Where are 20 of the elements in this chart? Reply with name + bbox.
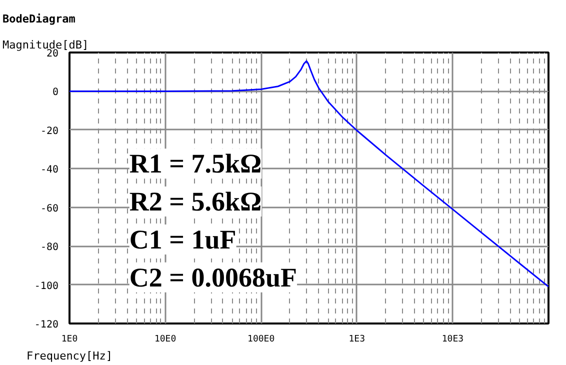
x-tick-label: 1E3 [348,334,366,344]
annotation: R2 = 5.6kΩ [129,186,262,217]
y-tick-label: -120 [34,320,59,330]
x-tick-label: 100E0 [248,334,275,344]
y-tick-label: 20 [46,48,59,60]
y-tick-label: -60 [40,203,58,214]
x-tick-label: 10E0 [154,334,176,344]
y-axis-title: Magnitude[dB] [2,38,89,52]
annotation: R1 = 7.5kΩ [129,148,262,179]
chart-title: BodeDiagram [2,12,76,26]
y-tick-label: 0 [52,87,59,98]
y-tick-label: -100 [34,280,59,292]
annotation: C2 = 0.0068uF [129,262,298,292]
y-tick-label: -20 [40,126,58,137]
x-tick-label: 10E3 [442,334,464,344]
x-axis-title: Frequency[Hz] [26,350,113,362]
x-tick-label: 1E0 [61,334,78,344]
annotation: C1 = 1uF [129,224,236,254]
y-tick-label: -40 [40,164,58,176]
y-tick-label: -80 [40,242,58,254]
